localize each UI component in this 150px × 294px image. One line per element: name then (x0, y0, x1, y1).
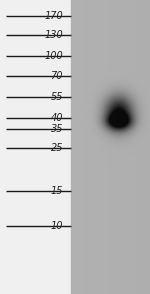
Text: 40: 40 (51, 113, 63, 123)
Text: 170: 170 (44, 11, 63, 21)
Text: 35: 35 (51, 124, 63, 134)
Text: 15: 15 (51, 186, 63, 196)
Text: 130: 130 (44, 30, 63, 40)
Bar (0, 0, 70, 294)
Text: 100: 100 (44, 51, 63, 61)
Bar (70, 0, 150, 294)
Text: 70: 70 (51, 71, 63, 81)
Text: 55: 55 (51, 92, 63, 102)
Text: 10: 10 (51, 221, 63, 231)
Text: 25: 25 (51, 143, 63, 153)
